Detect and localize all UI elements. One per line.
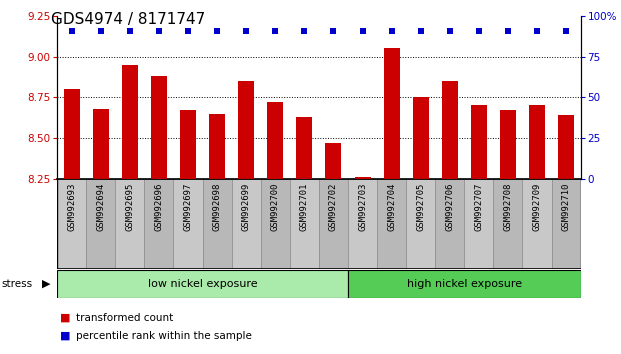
Bar xyxy=(522,179,551,269)
Bar xyxy=(144,179,173,269)
Bar xyxy=(384,48,399,179)
Point xyxy=(415,28,425,33)
Bar xyxy=(500,110,516,179)
Point xyxy=(358,28,368,33)
Bar xyxy=(86,179,116,269)
Text: GSM992694: GSM992694 xyxy=(96,182,105,231)
Text: GSM992710: GSM992710 xyxy=(561,182,571,231)
Bar xyxy=(325,143,342,179)
Bar xyxy=(64,89,79,179)
Text: GSM992709: GSM992709 xyxy=(533,182,542,231)
Point xyxy=(183,28,193,33)
Point xyxy=(241,28,251,33)
Text: GSM992701: GSM992701 xyxy=(300,182,309,231)
Point xyxy=(474,28,484,33)
Bar xyxy=(202,179,232,269)
Text: GSM992705: GSM992705 xyxy=(416,182,425,231)
Bar xyxy=(413,97,428,179)
Bar xyxy=(209,114,225,179)
Text: GSM992706: GSM992706 xyxy=(445,182,454,231)
Text: high nickel exposure: high nickel exposure xyxy=(407,279,522,289)
Text: GSM992708: GSM992708 xyxy=(504,182,512,231)
Bar xyxy=(493,179,522,269)
Text: GDS4974 / 8171747: GDS4974 / 8171747 xyxy=(51,12,205,27)
Text: GSM992704: GSM992704 xyxy=(387,182,396,231)
Point xyxy=(532,28,542,33)
Text: low nickel exposure: low nickel exposure xyxy=(148,279,257,289)
Bar xyxy=(471,105,487,179)
Bar xyxy=(57,179,86,269)
Bar xyxy=(267,102,283,179)
Bar xyxy=(173,179,202,269)
Bar xyxy=(558,115,574,179)
Bar xyxy=(261,179,290,269)
Text: GSM992693: GSM992693 xyxy=(67,182,76,231)
Text: GSM992702: GSM992702 xyxy=(329,182,338,231)
Bar xyxy=(319,179,348,269)
Bar xyxy=(348,270,581,298)
Text: stress: stress xyxy=(2,279,33,289)
Bar xyxy=(122,65,138,179)
Bar xyxy=(57,270,348,298)
Text: GSM992695: GSM992695 xyxy=(125,182,134,231)
Point xyxy=(329,28,338,33)
Bar xyxy=(442,81,458,179)
Bar xyxy=(290,179,319,269)
Point xyxy=(299,28,309,33)
Point xyxy=(96,28,106,33)
Bar xyxy=(238,81,254,179)
Bar xyxy=(355,177,371,179)
Point xyxy=(66,28,76,33)
Point xyxy=(125,28,135,33)
Text: GSM992707: GSM992707 xyxy=(474,182,483,231)
Text: GSM992699: GSM992699 xyxy=(242,182,251,231)
Point xyxy=(503,28,513,33)
Bar xyxy=(435,179,465,269)
Point xyxy=(212,28,222,33)
Bar xyxy=(348,179,377,269)
Point xyxy=(387,28,397,33)
Text: transformed count: transformed count xyxy=(76,313,173,323)
Text: ▶: ▶ xyxy=(42,279,50,289)
Text: GSM992703: GSM992703 xyxy=(358,182,367,231)
Text: ■: ■ xyxy=(60,313,71,323)
Text: GSM992700: GSM992700 xyxy=(271,182,279,231)
Bar xyxy=(551,179,581,269)
Text: GSM992698: GSM992698 xyxy=(212,182,222,231)
Point xyxy=(445,28,455,33)
Bar xyxy=(116,179,144,269)
Bar xyxy=(180,110,196,179)
Point xyxy=(270,28,280,33)
Text: GSM992697: GSM992697 xyxy=(184,182,193,231)
Bar xyxy=(377,179,406,269)
Text: GSM992696: GSM992696 xyxy=(155,182,163,231)
Bar xyxy=(93,109,109,179)
Bar xyxy=(529,105,545,179)
Bar xyxy=(232,179,261,269)
Text: ■: ■ xyxy=(60,331,71,341)
Bar xyxy=(296,117,312,179)
Point xyxy=(561,28,571,33)
Bar xyxy=(465,179,493,269)
Bar xyxy=(406,179,435,269)
Point xyxy=(154,28,164,33)
Text: percentile rank within the sample: percentile rank within the sample xyxy=(76,331,252,341)
Bar xyxy=(151,76,167,179)
